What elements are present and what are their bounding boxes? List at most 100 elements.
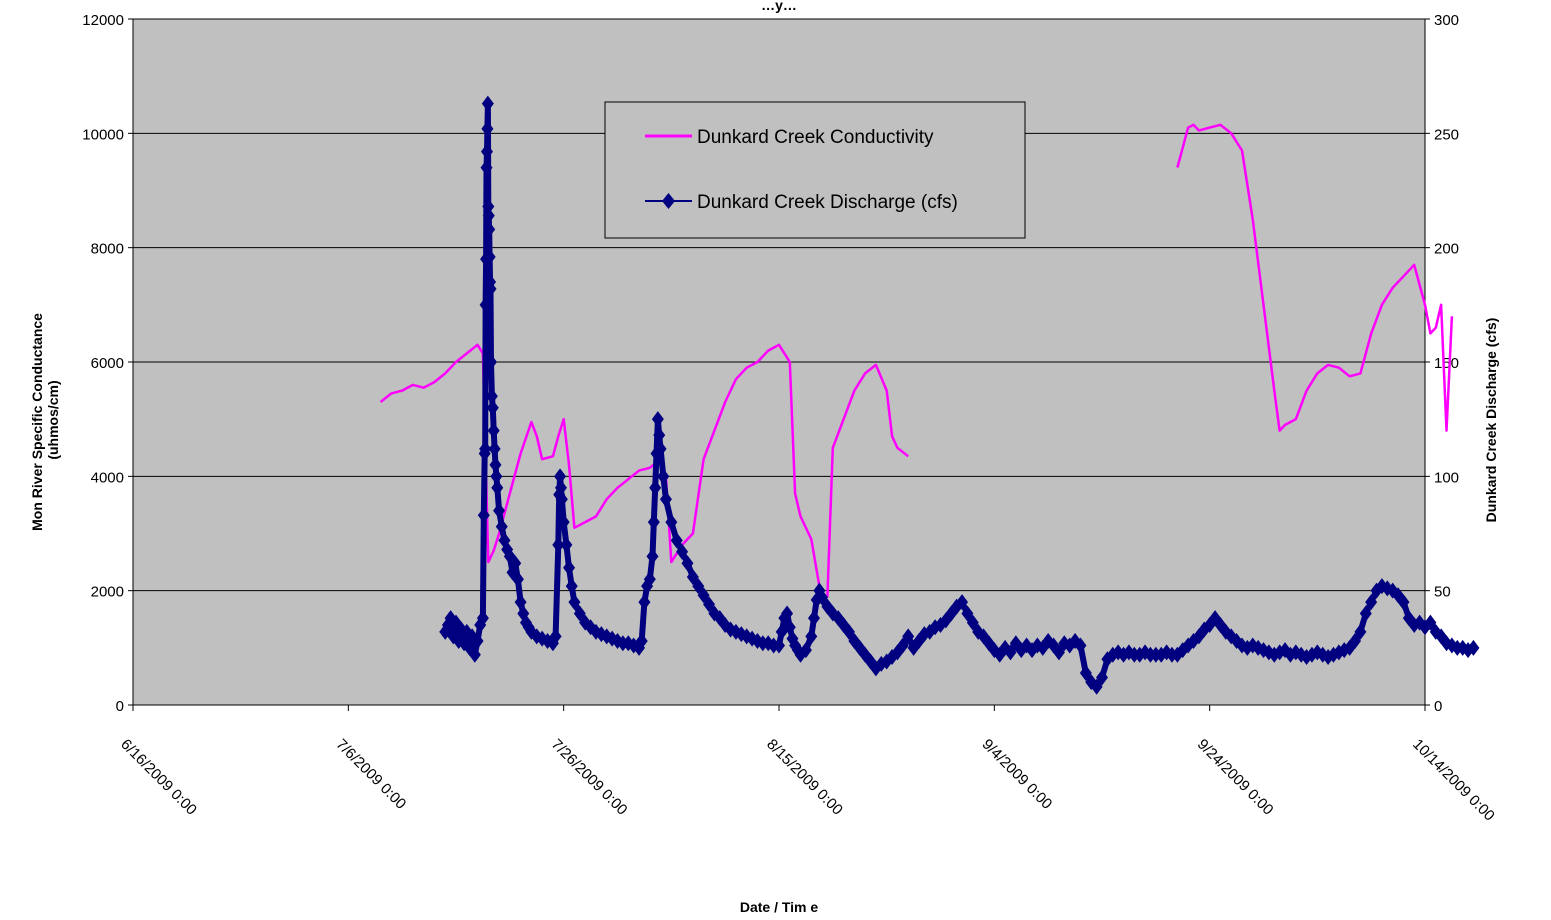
discharge-point — [484, 354, 497, 370]
x-tick-label: 10/14/2009 0:00 — [1409, 736, 1498, 825]
discharge-point — [1397, 594, 1410, 611]
discharge-point — [563, 559, 576, 576]
discharge-point — [956, 594, 969, 611]
discharge-point — [482, 207, 495, 224]
discharge-point — [961, 605, 974, 622]
discharge-point — [692, 578, 705, 595]
discharge-point — [484, 280, 497, 297]
discharge-point — [638, 594, 651, 611]
y-left-tick-label: 2000 — [91, 584, 124, 601]
discharge-point — [665, 514, 678, 531]
discharge-point — [479, 440, 492, 457]
discharge-point — [549, 628, 562, 645]
discharge-point — [653, 427, 666, 444]
legend-label-discharge: Dunkard Creek Discharge (cfs) — [697, 192, 958, 213]
discharge-point — [1079, 664, 1092, 681]
y-right-tick-label: 250 — [1434, 126, 1459, 143]
x-axis-title: Date / Tim e — [740, 899, 819, 915]
chart-title: …y… — [761, 0, 797, 13]
discharge-point — [555, 491, 568, 508]
discharge-point — [476, 610, 489, 627]
discharge-point — [509, 555, 522, 572]
y-left-tick-label: 6000 — [91, 355, 124, 372]
discharge-point — [676, 543, 689, 560]
discharge-point — [643, 571, 656, 588]
discharge-point — [495, 518, 508, 535]
discharge-point — [468, 646, 481, 663]
legend-label-conductivity: Dunkard Creek Conductivity — [697, 127, 934, 148]
discharge-point — [681, 555, 694, 572]
discharge-point — [487, 422, 500, 439]
y-left-tick-label: 8000 — [91, 241, 124, 258]
discharge-point — [481, 95, 494, 112]
discharge-point — [842, 623, 855, 640]
discharge-point — [816, 589, 829, 606]
discharge-point — [1074, 637, 1087, 654]
discharge-point — [670, 532, 683, 549]
axes — [128, 18, 1430, 711]
discharge-point — [481, 120, 494, 137]
y-left-tick-label: 0 — [116, 698, 124, 715]
discharge-point — [491, 479, 504, 496]
discharge-point — [493, 502, 506, 519]
discharge-point — [646, 548, 659, 565]
legend: Dunkard Creek Conductivity Dunkard Creek… — [604, 101, 1026, 239]
y-right-tick-label: 0 — [1434, 698, 1442, 715]
discharge-point — [486, 399, 499, 416]
discharge-point — [552, 536, 565, 553]
discharge-point — [807, 610, 820, 627]
discharge-point — [1424, 614, 1437, 631]
discharge-point — [1052, 644, 1065, 661]
discharge-point — [902, 628, 915, 645]
discharge-point — [649, 479, 662, 496]
discharge-point — [511, 571, 524, 588]
discharge-point — [573, 605, 586, 622]
discharge-point — [966, 614, 979, 631]
discharge-point — [647, 514, 660, 531]
discharge-point — [1354, 623, 1367, 640]
x-tick-label: 9/24/2009 0:00 — [1194, 736, 1277, 819]
discharge-point — [697, 587, 710, 604]
y-left-tick-label: 4000 — [91, 469, 124, 486]
discharge-point — [781, 605, 794, 622]
discharge-point — [480, 143, 493, 160]
discharge-point — [1349, 632, 1362, 649]
discharge-point — [490, 468, 503, 485]
discharge-point — [1096, 669, 1108, 686]
discharge-point — [554, 479, 567, 496]
discharge-point — [485, 388, 498, 405]
discharge-point — [483, 221, 496, 238]
x-tick-label: 8/15/2009 0:00 — [763, 736, 846, 819]
discharge-point — [554, 468, 567, 485]
discharge-point — [565, 578, 578, 595]
discharge-point — [1090, 678, 1103, 695]
y-right-tick-label: 100 — [1434, 469, 1459, 486]
y-right-tick-label: 200 — [1434, 241, 1459, 258]
x-tick-label: 9/4/2009 0:00 — [979, 736, 1056, 813]
series-discharge — [439, 95, 1480, 695]
discharge-point — [657, 468, 670, 485]
discharge-point — [477, 507, 490, 524]
conductivity-line-segment — [1176, 123, 1454, 432]
discharge-point — [805, 628, 818, 645]
discharge-point — [479, 296, 492, 313]
discharge-point — [1004, 644, 1017, 661]
discharge-point — [568, 594, 581, 611]
discharge-point — [799, 642, 812, 659]
y-axis-right-title: Dunkard Creek Discharge (cfs) — [1483, 318, 1499, 523]
discharge-point — [483, 248, 496, 265]
y-left-tick-label: 12000 — [82, 12, 124, 29]
discharge-point — [488, 440, 501, 457]
discharge-point — [489, 456, 502, 473]
discharge-point — [560, 536, 573, 553]
discharge-point — [703, 596, 716, 613]
discharge-point — [654, 440, 667, 457]
discharge-point — [651, 411, 664, 428]
discharge-point — [686, 568, 699, 585]
discharge-point — [557, 514, 570, 531]
y-right-tick-label: 150 — [1434, 355, 1459, 372]
discharge-point — [1365, 594, 1378, 611]
legend-box — [604, 101, 1026, 239]
discharge-point — [1467, 639, 1480, 656]
x-tick-label: 7/6/2009 0:00 — [333, 736, 410, 813]
